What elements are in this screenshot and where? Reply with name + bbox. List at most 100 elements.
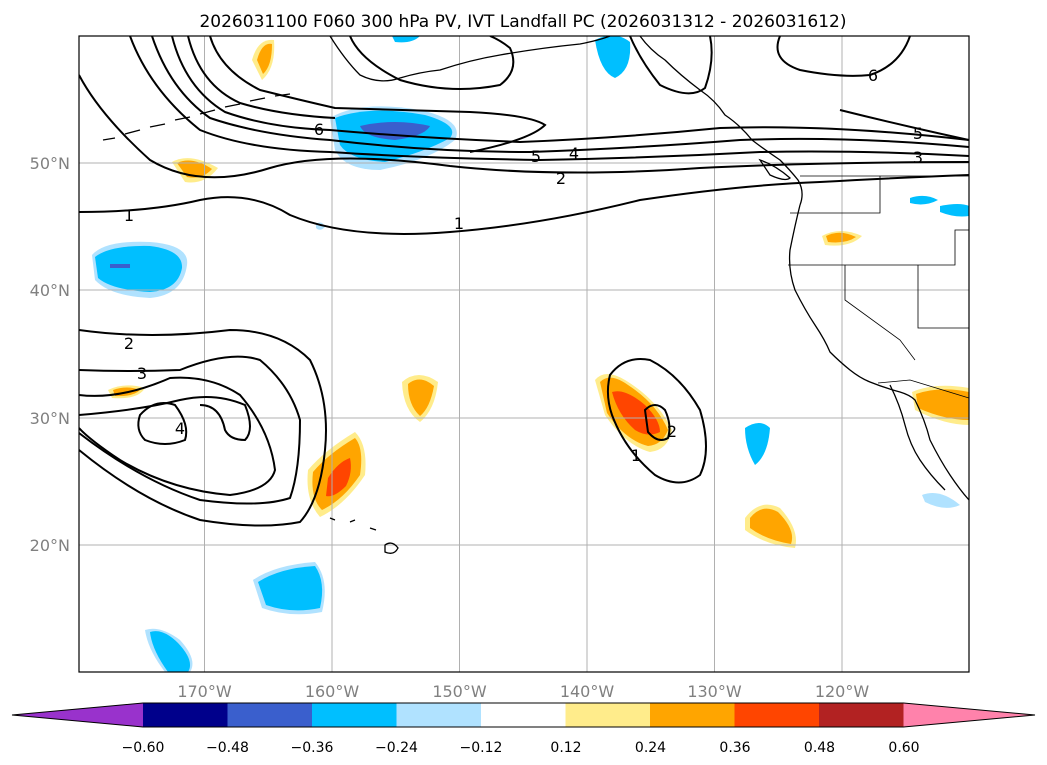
lat-axis: 50°N 40°N 30°N 20°N	[30, 154, 70, 555]
colorbar-outline	[11, 702, 1036, 728]
colorbar-cell	[565, 703, 650, 727]
contour-bering	[629, 36, 713, 95]
gridlines	[79, 36, 969, 672]
contour-5-north	[171, 36, 969, 144]
contour-label: 5	[531, 147, 541, 166]
colorbar-tick: −0.60	[122, 740, 165, 756]
pos-blob-central-pac-dark	[612, 391, 660, 435]
colorbar-tick: −0.36	[291, 740, 334, 756]
colorbar-tick: 0.36	[719, 740, 750, 756]
lon-label: 130°W	[687, 682, 742, 701]
contour-label: 3	[913, 148, 923, 167]
contour-2-sw	[79, 328, 327, 527]
lon-label: 160°W	[305, 682, 360, 701]
contour-label: 1	[631, 446, 641, 465]
contour-2-north	[79, 74, 969, 179]
contour-label: 5	[913, 124, 923, 143]
contour-label: 3	[137, 364, 147, 383]
colorbar-tick: −0.48	[206, 740, 249, 756]
pos-blob-mid-core	[408, 379, 434, 416]
coast-alaska	[329, 36, 611, 82]
pos-blob-oregon-mid	[826, 232, 856, 243]
colorbar-tick-labels: −0.60 −0.48 −0.36 −0.24 −0.12 0.12 0.24 …	[122, 740, 920, 756]
contour-4-ne	[839, 109, 969, 141]
contour-2-central	[643, 404, 671, 441]
lat-label: 40°N	[30, 281, 70, 300]
coastlines	[102, 36, 969, 554]
coast-hawaii	[329, 517, 399, 554]
colorbar-cell	[143, 703, 228, 727]
colorbar-cell	[396, 703, 481, 727]
contour-6-ne	[776, 36, 911, 77]
map-frame	[78, 35, 970, 673]
lat-label: 30°N	[30, 409, 70, 428]
border-nv-az	[917, 265, 969, 329]
map-background	[79, 36, 969, 672]
colorbar-cell	[312, 703, 397, 727]
border-ca-nv	[844, 265, 916, 361]
colorbar-cells	[11, 702, 1036, 728]
lon-label: 150°W	[432, 682, 487, 701]
contour-6-north	[187, 36, 336, 119]
coast-bc-panhandle	[639, 36, 803, 206]
neg-blob-bering	[595, 36, 631, 78]
colorbar-tick: 0.24	[635, 740, 666, 756]
colorbar-tick: 0.48	[804, 740, 835, 756]
border-us-mexico	[877, 379, 969, 399]
contour-label: 2	[124, 334, 134, 353]
neg-blob-east1	[745, 423, 770, 465]
contour-4-north	[151, 36, 969, 154]
neg-blob-east2	[922, 492, 960, 508]
neg-blob-south2-mid	[150, 631, 191, 672]
contour-1-north	[79, 174, 969, 235]
contour-labels: 1 2 3 4 5 6 1 2 3 4 5 6 6 1 2	[124, 66, 923, 465]
contour-label: 4	[569, 144, 579, 163]
lon-label: 140°W	[560, 682, 615, 701]
neg-blob-west-mid	[95, 245, 183, 292]
neg-blob-tiny2	[392, 36, 420, 43]
contour-label: 2	[556, 169, 566, 188]
colorbar-extend-high	[903, 703, 1035, 727]
colorbar-cell	[650, 703, 735, 727]
colorbar-cell	[227, 703, 312, 727]
contour-3-sw	[79, 355, 302, 505]
contour-label: 1	[124, 206, 134, 225]
coast-baja	[889, 384, 946, 491]
neg-blob-east3	[910, 195, 938, 205]
contour-4-sw	[79, 376, 277, 497]
contour-label: 1	[454, 214, 464, 233]
lon-label: 170°W	[177, 682, 232, 701]
pv-contours	[79, 36, 969, 527]
contour-label: 2	[667, 422, 677, 441]
neg-blob-west-dark	[110, 264, 130, 268]
contour-3-north	[129, 36, 969, 162]
pos-blob-baja-mid	[916, 389, 969, 420]
neg-blob-east4	[940, 204, 969, 217]
contour-alaska-ring	[349, 36, 515, 90]
contour-6-ring	[209, 36, 547, 153]
coast-vancouver-island	[758, 158, 792, 181]
pos-blob-north-mid	[257, 43, 272, 74]
contour-label: 6	[868, 66, 878, 85]
colorbar-tick: −0.24	[375, 740, 418, 756]
contour-label: 6	[314, 120, 324, 139]
lat-label: 20°N	[30, 536, 70, 555]
map-panel	[78, 35, 970, 673]
neg-blob-south1-mid	[258, 566, 323, 611]
figure-title: 2026031100 F060 300 hPa PV, IVT Landfall…	[199, 12, 846, 32]
lon-axis: 170°W 160°W 150°W 140°W 130°W 120°W	[177, 682, 869, 701]
shading-negative	[92, 36, 969, 672]
lon-label: 120°W	[815, 682, 870, 701]
colorbar: −0.60 −0.48 −0.36 −0.24 −0.12 0.12 0.24 …	[11, 702, 1036, 756]
pos-blob-se-mid	[750, 508, 793, 544]
contour-1-central	[606, 358, 707, 484]
colorbar-tick: −0.12	[460, 740, 503, 756]
contour-5-sw	[79, 396, 251, 442]
border-wa-or	[790, 176, 881, 214]
lat-label: 50°N	[30, 154, 70, 173]
colorbar-tick: 0.60	[888, 740, 919, 756]
colorbar-cell	[481, 703, 566, 727]
shading-positive	[108, 39, 969, 548]
colorbar-cell	[734, 703, 819, 727]
